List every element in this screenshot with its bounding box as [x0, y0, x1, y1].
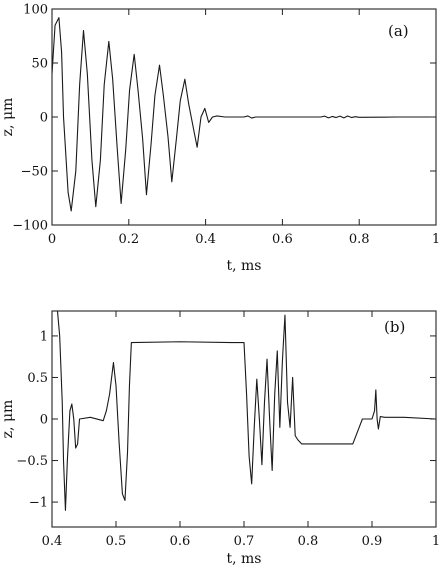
- x-tick-label-a: 0.8: [349, 232, 370, 247]
- x-axis-label-b: t, ms: [227, 551, 262, 567]
- y-tick-label-b: 1: [40, 329, 48, 344]
- series-line-b: [56, 311, 436, 511]
- x-tick-label-a: 0.4: [195, 232, 216, 247]
- y-axis-label-a: z, μm: [0, 98, 16, 137]
- x-tick-label-b: 0.8: [298, 534, 319, 549]
- panel-label-a: (a): [388, 22, 409, 40]
- x-axis-label-a: t, ms: [227, 258, 262, 274]
- series-line-a: [52, 17, 436, 212]
- x-tick-label-b: 0.6: [170, 534, 191, 549]
- panel-b: 0.4 0.5 0.6 0.7 0.8 0.9 1 1 0.5 0 −0.5 −1 (b) t, ms…: [0, 310, 440, 567]
- x-tick-label-b: 0.9: [362, 534, 383, 549]
- panel-label-b: (b): [384, 318, 405, 336]
- x-tick-label-b: 1: [432, 534, 440, 549]
- y-tick-label-b: 0.5: [27, 371, 48, 386]
- y-tick-label-a: −50: [21, 165, 48, 180]
- x-tick-label-b: 0.7: [234, 534, 255, 549]
- x-tick-label-b: 0.5: [106, 534, 127, 549]
- y-tick-label-a: 100: [23, 3, 48, 18]
- ticks-a: 0 0.2 0.4 0.6 0.8 1 100 50 0 −50 −100: [12, 3, 440, 248]
- x-tick-label-b: 0.4: [42, 534, 63, 549]
- y-tick-label-b: −1: [29, 496, 48, 511]
- y-tick-label-b: 0: [40, 413, 48, 428]
- trace-layer-b: [56, 311, 436, 511]
- y-tick-label-b: −0.5: [16, 454, 48, 469]
- panel-a: 0 0.2 0.4 0.6 0.8 1 100 50 0 −50 −100 (a) t, ms z,…: [0, 3, 440, 275]
- y-tick-label-a: −100: [12, 219, 48, 234]
- x-tick-label-a: 0: [48, 232, 56, 247]
- y-tick-label-a: 0: [40, 111, 48, 126]
- trace-layer-a: [52, 17, 436, 212]
- y-tick-label-a: 50: [31, 57, 48, 72]
- x-tick-label-a: 1: [432, 232, 440, 247]
- y-axis-label-b: z, μm: [0, 400, 16, 439]
- x-tick-label-a: 0.2: [118, 232, 139, 247]
- x-tick-label-a: 0.6: [272, 232, 293, 247]
- ticks-b: 0.4 0.5 0.6 0.7 0.8 0.9 1 1 0.5 0 −0.5 −1: [16, 311, 440, 549]
